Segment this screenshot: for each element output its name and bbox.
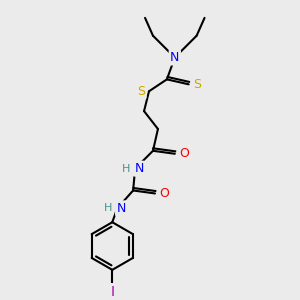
Text: N: N [170, 51, 179, 64]
Text: O: O [159, 187, 169, 200]
Text: O: O [179, 147, 189, 160]
Text: S: S [137, 85, 145, 98]
Text: N: N [116, 202, 126, 215]
Text: I: I [110, 285, 114, 299]
Text: N: N [134, 162, 144, 175]
Text: H: H [122, 164, 130, 174]
Text: S: S [194, 78, 202, 91]
Text: H: H [104, 203, 112, 213]
